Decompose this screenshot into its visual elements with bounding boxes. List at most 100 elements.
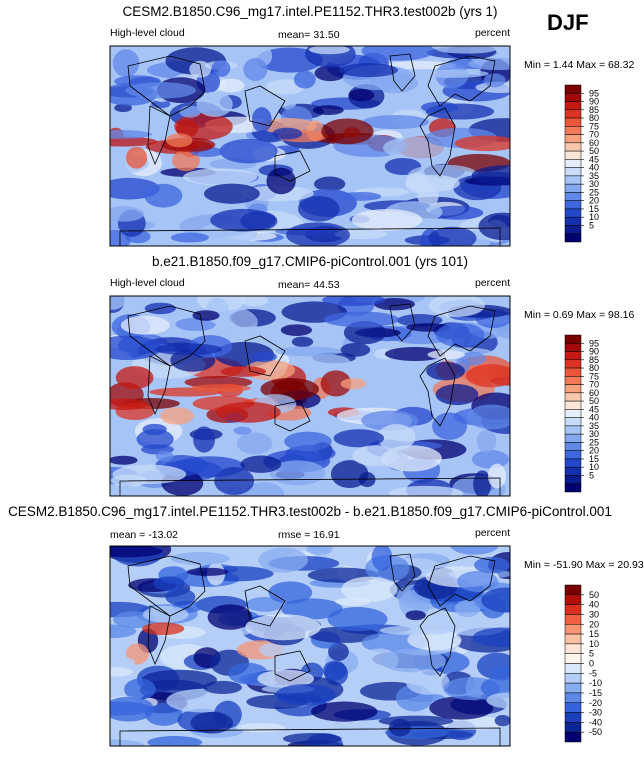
colorbar-box — [564, 682, 582, 694]
cloud-blob — [486, 692, 510, 709]
cloud-blob — [216, 78, 245, 93]
colorbar-label: 45 — [589, 404, 599, 414]
cloud-blob — [473, 470, 492, 496]
cloud-blob — [280, 92, 297, 110]
cloud-blob — [282, 732, 342, 745]
cloud-blob — [338, 63, 399, 78]
cloud-blob — [405, 669, 450, 695]
colorbar-box — [564, 712, 582, 723]
colorbar-label: -20 — [589, 698, 602, 708]
coastline — [147, 105, 171, 166]
colorbar-box — [564, 134, 582, 144]
colorbar-box — [564, 584, 582, 596]
cloud-blob — [310, 701, 378, 722]
cloud-blob — [110, 739, 145, 746]
cloud-blob — [427, 349, 466, 360]
colorbar-box — [564, 466, 582, 476]
cloud-blob — [314, 65, 346, 82]
coastline — [427, 55, 496, 107]
coastline — [274, 150, 311, 182]
cloud-blob — [490, 665, 510, 681]
cloud-blob — [474, 556, 510, 574]
cloud-blob — [245, 596, 284, 612]
coastline — [127, 305, 206, 367]
panel: CESM2.B1850.C96_mg17.intel.PE1152.THR3.t… — [109, 4, 634, 247]
cloud-blob — [110, 624, 137, 639]
mean-label: mean = -13.02 — [110, 529, 178, 541]
panel: b.e21.B1850.f09_g17.CMIP6-piControl.001 … — [109, 254, 634, 497]
cloud-blob — [384, 346, 446, 361]
cloud-blob — [155, 450, 174, 462]
cloud-blob — [341, 576, 398, 603]
cloud-blob — [236, 723, 286, 733]
colorbar-label: -10 — [589, 678, 602, 688]
cloud-blob — [210, 208, 276, 232]
cloud-blob — [426, 362, 465, 381]
cloud-blob — [471, 450, 510, 469]
cloud-blob — [450, 546, 499, 555]
coastline — [244, 85, 286, 127]
cloud-blob — [379, 625, 453, 636]
colorbar-box — [564, 400, 582, 410]
cloud-blob — [115, 366, 154, 390]
cloud-blob — [306, 546, 333, 556]
colorbar-label: 45 — [589, 154, 599, 164]
cloud-blob — [361, 115, 429, 130]
coastline — [389, 553, 416, 592]
coastline — [419, 107, 456, 177]
colorbar-label: 30 — [589, 179, 599, 189]
cloud-blob — [125, 82, 196, 99]
cloud-blob — [388, 718, 412, 737]
season-label: DJF — [547, 10, 589, 35]
colorbar-label: 85 — [589, 105, 599, 115]
cloud-blob — [388, 485, 464, 496]
cloud-blob — [494, 715, 510, 727]
cloud-blob — [170, 232, 209, 243]
colorbar-box — [564, 643, 582, 654]
cloud-blob — [110, 398, 148, 411]
cloud-blob — [358, 471, 376, 488]
cloud-blob — [203, 183, 260, 204]
units-label: percent — [475, 27, 510, 39]
mean-label: mean= 31.50 — [278, 29, 340, 41]
panel-title: CESM2.B1850.C96_mg17.intel.PE1152.THR3.t… — [123, 4, 498, 19]
cloud-blob — [193, 426, 215, 453]
coastline — [389, 303, 416, 342]
cloud-blob — [333, 429, 385, 448]
colorbar-box — [564, 367, 582, 377]
cloud-blob — [351, 209, 423, 231]
cloud-blob — [478, 212, 510, 241]
cloud-blob — [190, 384, 251, 393]
colorbar-box — [564, 663, 582, 674]
colorbar-box — [564, 624, 582, 635]
colorbar-box — [564, 409, 582, 418]
cloud-blob — [380, 648, 446, 673]
cloud-blob — [141, 622, 185, 636]
cloud-blob — [274, 346, 342, 357]
cloud-blob — [275, 684, 336, 706]
cloud-blob — [466, 364, 510, 388]
colorbar-label: 40 — [589, 600, 599, 610]
cloud-blob — [377, 424, 416, 451]
cloud-blob — [487, 463, 507, 489]
cloud-blob — [340, 378, 367, 390]
colorbar-box — [564, 334, 582, 344]
colorbar-box — [564, 208, 582, 218]
cloud-blob — [243, 58, 268, 82]
map-field — [110, 296, 510, 496]
cloud-blob — [110, 667, 133, 677]
cloud-blob — [471, 165, 510, 186]
colorbar-box — [564, 84, 582, 94]
coastline — [127, 555, 206, 617]
colorbar-label: 10 — [589, 639, 599, 649]
cloud-blob — [323, 311, 400, 328]
colorbar-box — [564, 483, 582, 493]
colorbar-label: 0 — [589, 659, 594, 669]
cloud-blob — [297, 195, 340, 222]
cloud-blob — [110, 296, 127, 310]
colorbar-label: 25 — [589, 187, 599, 197]
cloud-blob — [352, 445, 398, 467]
panel-title: CESM2.B1850.C96_mg17.intel.PE1152.THR3.t… — [8, 504, 612, 519]
coastline — [389, 53, 416, 92]
colorbar-box — [564, 731, 582, 743]
